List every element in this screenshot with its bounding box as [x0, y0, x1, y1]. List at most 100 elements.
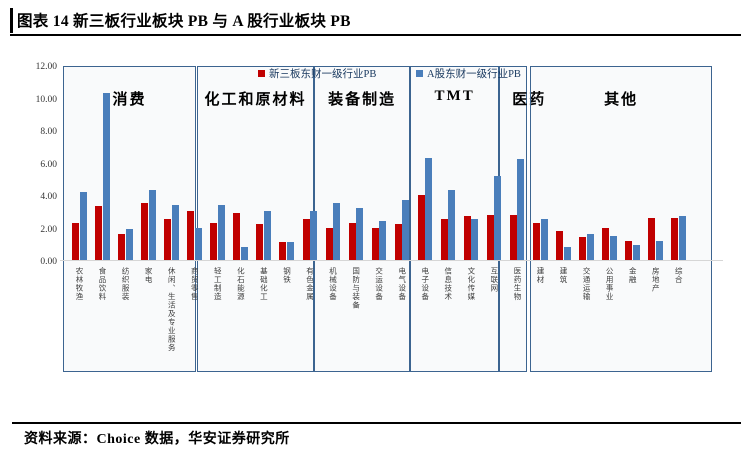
group-label: 医药: [512, 92, 547, 108]
y-tick-label: 2.00: [40, 224, 57, 235]
group-label: TMT: [434, 88, 475, 104]
bar-agu: [125, 229, 133, 260]
x-tick-label: 文化传媒: [466, 267, 476, 301]
legend-label: A股东财一级行业PB: [427, 69, 521, 80]
x-tick-label: 化石能源: [236, 267, 246, 301]
bar-agu: [217, 204, 225, 260]
legend-swatch-icon: [258, 70, 265, 77]
bar-xinsanban: [625, 240, 633, 260]
bar-xinsanban: [671, 217, 679, 260]
bar-xinsanban: [233, 212, 241, 260]
bar-agu: [540, 219, 548, 260]
bar-agu: [263, 211, 271, 260]
x-tick-label: 国防与装备: [351, 267, 361, 310]
bar-agu: [194, 227, 202, 260]
bar-xinsanban: [256, 224, 264, 260]
bar-xinsanban: [302, 219, 310, 260]
bar-xinsanban: [394, 224, 402, 260]
bar-xinsanban: [187, 211, 195, 260]
bar-xinsanban: [371, 227, 379, 260]
bar-agu: [632, 245, 640, 260]
bar-xinsanban: [95, 206, 103, 260]
bar-xinsanban: [556, 230, 564, 260]
y-tick-label: 4.00: [40, 192, 57, 202]
x-tick-label: 基础化工: [259, 267, 269, 301]
x-tick-label: 医药生物: [512, 267, 522, 301]
bar-xinsanban: [440, 219, 448, 260]
x-tick-label: 商贸零售: [190, 267, 200, 301]
y-tick-label: 8.00: [40, 127, 57, 137]
bar-xinsanban: [486, 214, 494, 260]
x-tick-label: 食品饮料: [98, 267, 108, 301]
x-tick-label: 纺织服装: [121, 267, 131, 301]
group-label: 化工和原材料: [204, 92, 307, 108]
bar-xinsanban: [602, 227, 610, 260]
bar-agu: [586, 234, 594, 260]
x-tick-label: 建筑: [559, 267, 569, 284]
x-tick-label: 交通运输: [582, 267, 592, 301]
x-tick-label: 农林牧渔: [75, 267, 84, 301]
bar-agu: [379, 221, 387, 260]
group-label: 装备制造: [328, 92, 397, 108]
bar-agu: [356, 208, 364, 260]
bar-agu: [286, 242, 294, 260]
bar-xinsanban: [533, 222, 540, 260]
x-tick-label: 互联网: [489, 267, 499, 293]
bar-agu: [517, 159, 525, 260]
bar-agu: [609, 235, 617, 260]
footer-divider: [12, 422, 741, 424]
bar-agu: [448, 190, 456, 260]
bar-xinsanban: [279, 242, 287, 260]
x-tick-label: 信息技术: [443, 267, 453, 301]
group-label: 其他: [604, 92, 639, 108]
y-tick-label: 10.00: [35, 94, 57, 105]
title-accent-bar: [10, 8, 13, 33]
data-source-note: 资料来源：Choice 数据，华安证券研究所: [24, 432, 290, 447]
bar-agu: [563, 247, 571, 260]
x-tick-label: 有色金属: [305, 267, 315, 301]
legend-item: A股东财一级行业PB: [416, 66, 521, 80]
title-divider: [10, 34, 741, 36]
bar-xinsanban: [210, 222, 218, 260]
bar-agu: [148, 190, 156, 260]
group-box-2: [196, 66, 315, 372]
bar-xinsanban: [509, 214, 517, 260]
bar-xinsanban: [348, 222, 356, 260]
x-tick-label: 机械设备: [328, 267, 338, 301]
x-tick-label: 综合: [674, 267, 684, 284]
bar-agu: [655, 240, 663, 260]
bar-xinsanban: [463, 216, 471, 260]
bar-agu: [79, 191, 87, 260]
x-tick-label: 轻工制造: [213, 267, 223, 301]
x-tick-label: 建材: [536, 267, 545, 284]
figure-title: 图表 14 新三板行业板块 PB 与 A 股行业板块 PB: [17, 13, 351, 30]
bar-xinsanban: [648, 217, 656, 260]
y-tick-label: 0.00: [40, 257, 57, 267]
x-tick-label: 金融: [628, 267, 638, 284]
bar-xinsanban: [579, 237, 587, 260]
bar-agu: [494, 175, 502, 260]
legend-swatch-icon: [416, 70, 423, 77]
bar-agu: [333, 203, 341, 260]
x-tick-label: 公用事业: [605, 267, 615, 301]
y-tick-label: 12.00: [35, 62, 57, 72]
x-tick-label: 电气设备: [397, 267, 407, 301]
x-tick-label: 交运设备: [374, 267, 384, 301]
bar-agu: [171, 204, 179, 260]
legend-label: 新三板东财一级行业PB: [269, 69, 377, 80]
bar-xinsanban: [118, 234, 126, 260]
x-tick-label: 钢铁: [282, 267, 292, 284]
bar-agu: [102, 92, 110, 260]
x-tick-label: 家电: [144, 267, 154, 284]
legend-item: 新三板东财一级行业PB: [258, 66, 377, 80]
bar-agu: [240, 247, 248, 260]
bar-agu: [471, 219, 479, 260]
group-label: 消费: [112, 92, 147, 108]
bar-xinsanban: [164, 219, 172, 260]
bar-xinsanban: [325, 227, 333, 260]
x-tick-label: 房地产: [651, 267, 661, 293]
bar-xinsanban: [417, 195, 425, 260]
x-tick-label: 休闲、生活及专业服务: [167, 267, 177, 352]
